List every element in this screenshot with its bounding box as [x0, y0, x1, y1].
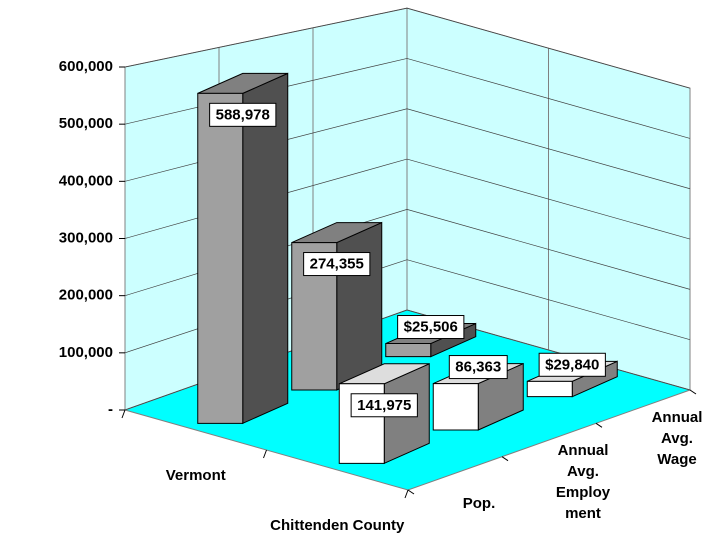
bar-front: [432, 383, 479, 431]
bar: [197, 72, 289, 425]
y-tick-label: 200,000: [59, 287, 113, 304]
value-label-box: [303, 252, 371, 277]
x-tick: [121, 409, 126, 419]
category-label: Annual Avg. Wage: [651, 408, 702, 468]
z-tick: [689, 389, 697, 395]
category-label: Annual Avg. Employment: [555, 442, 611, 522]
z-tick: [595, 422, 603, 428]
bar-front: [197, 92, 244, 424]
value-label-box: [350, 393, 418, 418]
bar-front: [385, 343, 432, 358]
value-label-box: [448, 355, 508, 380]
x-tick: [263, 449, 267, 459]
bar-side: [336, 221, 383, 391]
y-tick-label: 100,000: [59, 344, 113, 361]
value-label: $29,840: [545, 356, 599, 373]
value-label-box: [209, 102, 277, 127]
series-label: Chittenden County: [270, 517, 405, 534]
y-tick-label: 300,000: [59, 229, 113, 246]
y-tick-label: 600,000: [59, 58, 113, 75]
value-label-box: [538, 352, 606, 377]
z-tick: [407, 489, 415, 495]
x-tick: [404, 489, 409, 499]
bar-front: [526, 380, 573, 398]
grid-line: [124, 7, 691, 89]
value-label: 141,975: [357, 397, 411, 414]
y-tick-label: -: [108, 401, 113, 418]
y-tick-label: 500,000: [59, 115, 113, 132]
series-label: Vermont: [165, 467, 226, 484]
y-tick-label: 400,000: [59, 172, 113, 189]
value-label: 86,363: [455, 359, 501, 376]
category-label: Pop.: [462, 495, 496, 513]
value-label: 588,978: [216, 106, 270, 123]
z-tick: [501, 456, 509, 462]
value-label: $25,506: [404, 319, 458, 336]
value-label-box: [397, 315, 465, 340]
bar-front: [291, 242, 338, 391]
value-label: 274,355: [310, 256, 364, 273]
bar: [291, 221, 383, 391]
